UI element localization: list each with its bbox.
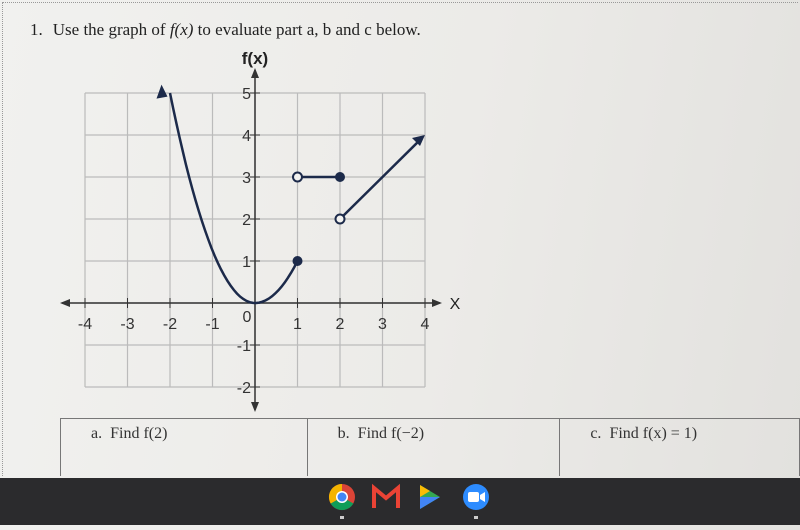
question: 1. Use the graph of f(x) to evaluate part… xyxy=(30,20,421,40)
segment xyxy=(339,138,422,220)
y-tick-label: -2 xyxy=(237,380,251,397)
x-tick-label: -4 xyxy=(78,316,92,333)
question-text: to evaluate part a, b and c below. xyxy=(193,20,421,39)
y-tick-label: 1 xyxy=(242,254,251,271)
x-tick-label: -1 xyxy=(205,316,219,333)
curve xyxy=(168,92,299,305)
part-letter: a. xyxy=(91,425,103,442)
x-tick-label: 3 xyxy=(378,316,387,333)
answer-cell: a. Find f(2) xyxy=(61,419,308,476)
y-axis-label: f(x) xyxy=(242,49,268,68)
answer-cell: c. Find f(x) = 1) xyxy=(560,419,800,476)
y-tick-label: 3 xyxy=(242,170,251,187)
part-letter: c. xyxy=(590,425,602,442)
taskbar xyxy=(0,478,800,525)
chrome-icon[interactable] xyxy=(328,483,355,519)
arrow xyxy=(156,84,168,99)
part-text: Find f(x) = 1) xyxy=(609,425,698,442)
x-tick-label: -3 xyxy=(120,316,134,333)
x-tick-label: 2 xyxy=(336,316,345,333)
x-tick-label: 4 xyxy=(421,316,430,333)
gmail-icon[interactable] xyxy=(372,483,400,508)
y-tick-label: 2 xyxy=(242,212,251,229)
closed-dot xyxy=(292,256,303,266)
taskbar-icons xyxy=(328,483,489,519)
function-name: f(x) xyxy=(169,20,194,39)
open-dot xyxy=(292,171,303,183)
part-text: Find f(−2) xyxy=(357,425,425,442)
x-axis-label: X xyxy=(450,296,461,313)
graph: f(x) X 0 -4 -3 -2 -1 1 2 3 4 5 4 3 2 1 -1 -2 xyxy=(60,49,461,412)
frame xyxy=(2,2,798,476)
answer-table: a. Find f(2) b. Find f(−2) c. Find f(x) = 1… xyxy=(60,418,800,476)
question-number: 1. xyxy=(30,20,43,39)
y-tick-label: -1 xyxy=(237,338,251,355)
y-tick-label: 5 xyxy=(242,86,251,103)
part-letter: b. xyxy=(337,425,350,442)
closed-dot xyxy=(335,172,345,182)
question-text: Use the graph of xyxy=(52,20,170,39)
y-tick-label: 4 xyxy=(242,128,251,145)
x-tick-label: -2 xyxy=(163,316,177,333)
x-tick-label: 1 xyxy=(293,316,302,333)
part-text: Find f(2) xyxy=(110,425,168,442)
arrow xyxy=(412,135,425,146)
play-icon[interactable] xyxy=(420,485,440,509)
open-dot xyxy=(334,213,346,225)
answer-cell: b. Find f(−2) xyxy=(308,419,561,476)
zoom-icon[interactable] xyxy=(463,484,489,519)
origin-label: 0 xyxy=(243,309,252,326)
